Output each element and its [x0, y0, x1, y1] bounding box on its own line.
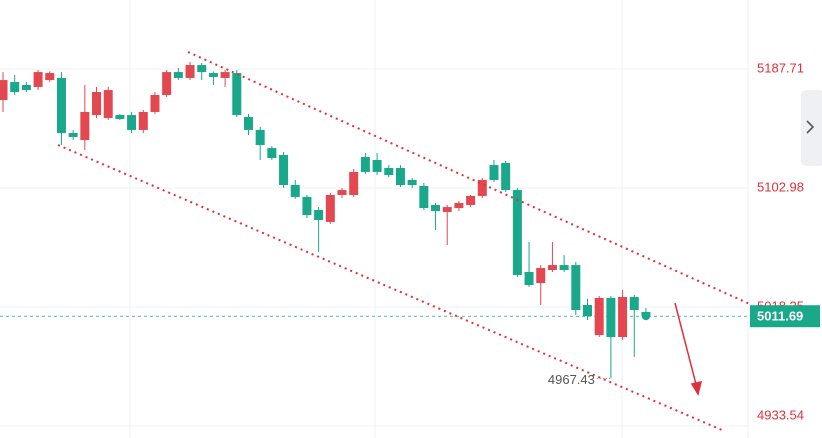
candle-body: [45, 73, 55, 81]
candle-body: [208, 73, 218, 77]
candle-body: [302, 196, 312, 216]
candle-body: [524, 271, 534, 286]
candle-body: [56, 77, 66, 134]
y-tick-label: 4933.54: [757, 407, 804, 422]
candle-body: [325, 194, 335, 222]
channel-upper: [187, 51, 753, 306]
candle-body: [21, 84, 31, 91]
candle-body: [103, 90, 113, 118]
y-tick-label: 5102.98: [757, 179, 804, 194]
candle-body: [115, 115, 125, 119]
candle-body: [629, 296, 639, 311]
candle-body: [606, 297, 616, 337]
candle-body: [419, 185, 429, 209]
candle-body: [594, 297, 604, 336]
candle-body: [150, 94, 160, 112]
candle-body: [559, 265, 569, 270]
candle-body: [0, 80, 8, 101]
labels: 5187.715102.985018.254933.544967.435011.…: [548, 60, 820, 422]
arrow: [674, 302, 703, 396]
candle-body: [466, 195, 476, 205]
candle-body: [279, 154, 289, 186]
candle-body: [185, 65, 195, 78]
candle-body: [10, 82, 20, 93]
candle-body: [243, 117, 253, 130]
candle-body: [255, 129, 265, 145]
candle-body: [431, 204, 441, 211]
candle-body: [173, 72, 183, 78]
candle-body: [162, 72, 172, 95]
candle-body: [407, 179, 417, 186]
candle-body: [68, 133, 78, 137]
candle-body: [127, 115, 137, 130]
candle-body: [267, 148, 277, 159]
candle-body: [512, 190, 522, 276]
candle-body: [618, 296, 628, 337]
candles: [0, 61, 651, 379]
candle-body: [197, 65, 207, 73]
candle-body: [571, 265, 581, 311]
last-price-dot: [641, 312, 650, 321]
vertical-grid: [129, 0, 623, 438]
collapse-tab[interactable]: [801, 90, 822, 166]
candle-body: [489, 165, 499, 180]
candle-body: [314, 210, 324, 220]
candle-body: [33, 72, 43, 87]
y-tick-label: 5187.71: [757, 60, 804, 75]
candle-body: [349, 171, 359, 195]
candle-body: [337, 190, 347, 195]
candle-body: [232, 73, 242, 116]
candle-body: [92, 92, 102, 116]
channel: [57, 51, 753, 431]
candle-body: [501, 162, 511, 191]
candle-body: [290, 185, 300, 197]
candle-body: [80, 111, 90, 141]
candle-body: [547, 265, 557, 270]
candle-body: [536, 268, 546, 284]
candle-body: [442, 207, 452, 212]
candle-body: [454, 202, 464, 209]
low-label: 4967.43: [548, 372, 595, 387]
candle-body: [477, 179, 487, 196]
channel-lower: [57, 144, 723, 431]
candle-body: [384, 168, 394, 176]
arrow-head: [690, 381, 703, 396]
candle-body: [372, 160, 382, 172]
candle-body: [395, 168, 405, 186]
last-price-box: [750, 305, 820, 328]
candle-body: [360, 157, 370, 172]
chevron: [806, 120, 815, 134]
last-price-label: 5011.69: [757, 309, 803, 324]
candle-body: [220, 72, 230, 78]
candle-body: [583, 304, 592, 317]
grid: [0, 68, 748, 427]
arrow-shaft: [674, 302, 698, 389]
candle-body: [138, 111, 148, 130]
